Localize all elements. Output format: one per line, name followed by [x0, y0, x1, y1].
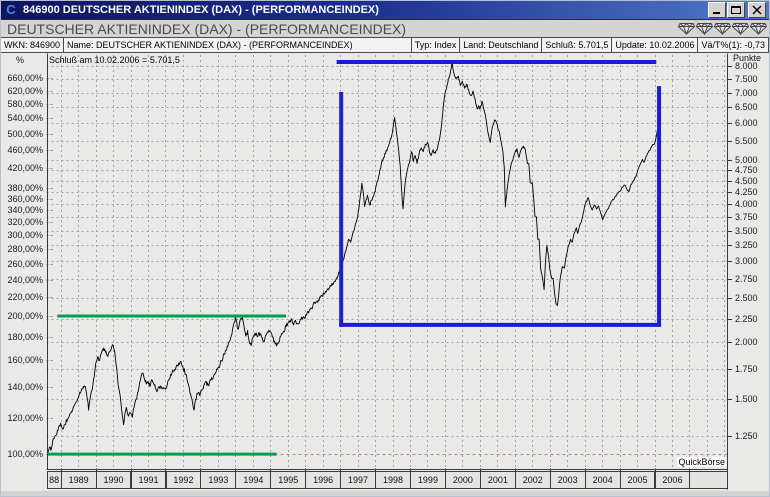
- x-axis-year-cell: 2006: [654, 471, 691, 489]
- maximize-icon: [731, 6, 741, 14]
- y-axis-label-right: 4.000: [735, 199, 758, 209]
- diamond-icon[interactable]: [678, 22, 695, 35]
- y-axis-label-left: 460,00%: [7, 145, 43, 155]
- right-axis-unit: Punkte: [733, 53, 762, 63]
- y-axis-label-left: 420,00%: [7, 163, 43, 173]
- y-axis-label-left: 160,00%: [7, 355, 43, 365]
- maximize-button[interactable]: [727, 2, 745, 18]
- info-field: Name: DEUTSCHER AKTIENINDEX (DAX) - (PER…: [63, 37, 412, 53]
- y-axis-label-right: 1.250: [735, 431, 758, 441]
- diamond-icon[interactable]: [732, 22, 749, 35]
- close-icon: [752, 5, 762, 15]
- y-axis-label-right: 4.500: [735, 176, 758, 186]
- y-axis-label-right: 5.000: [735, 155, 758, 165]
- x-axis-year-cell: 2004: [584, 471, 621, 489]
- diamond-icon[interactable]: [696, 22, 713, 35]
- y-axis-label-left: 660,00%: [7, 73, 43, 83]
- window-title: 846900 DEUTSCHER AKTIENINDEX (DAX) - (PE…: [23, 4, 379, 16]
- y-axis-label-left: 320,00%: [7, 217, 43, 227]
- y-axis-label-right: 2.750: [735, 274, 758, 284]
- y-axis-label-right: 8.000: [735, 61, 758, 71]
- y-axis-label-left: 120,00%: [7, 413, 43, 423]
- window-controls: [707, 2, 766, 18]
- x-axis-year-cell: 1991: [130, 471, 167, 489]
- x-axis-year-cell: 1993: [200, 471, 237, 489]
- y-axis-label-left: 360,00%: [7, 194, 43, 204]
- y-axis-label-left: 380,00%: [7, 183, 43, 193]
- y-axis-label-left: 540,00%: [7, 113, 43, 123]
- diamond-icon[interactable]: [750, 22, 767, 35]
- y-axis-label-right: 3.500: [735, 226, 758, 236]
- chart-panel: [1, 53, 769, 491]
- y-axis-label-left: 180,00%: [7, 332, 43, 342]
- y-axis-label-left: 500,00%: [7, 129, 43, 139]
- x-axis-year-cell: 1998: [375, 471, 411, 489]
- y-axis-label-right: 4.250: [735, 187, 758, 197]
- y-axis-label-right: 7.000: [735, 88, 758, 98]
- minimize-button[interactable]: [708, 2, 726, 18]
- x-axis-year-cell: 1990: [95, 471, 132, 489]
- info-field: Vä/T%(1): -0,73: [697, 37, 769, 53]
- x-axis-year-cell: 2000: [444, 471, 481, 489]
- y-axis-label-left: 580,00%: [7, 99, 43, 109]
- x-axis-year-cell: 1999: [410, 471, 446, 489]
- instrument-title: DEUTSCHER AKTIENINDEX (DAX) - (PERFORMAN…: [7, 20, 407, 37]
- x-axis-year-cell: 2001: [479, 471, 516, 489]
- y-axis-label-right: 5.500: [735, 136, 758, 146]
- y-axis-label-left: 220,00%: [7, 292, 43, 302]
- x-axis-year-cell: 1989: [60, 471, 97, 489]
- y-axis-label-left: 620,00%: [7, 86, 43, 96]
- instrument-header: DEUTSCHER AKTIENINDEX (DAX) - (PERFORMAN…: [1, 19, 769, 37]
- app-icon: C: [6, 2, 16, 17]
- x-axis-year-cell: 2005: [619, 471, 656, 489]
- info-bar: WKN: 846900 Name: DEUTSCHER AKTIENINDEX (…: [0, 37, 769, 53]
- y-axis-label-right: 2.250: [735, 314, 758, 324]
- window-titlebar[interactable]: C 846900 DEUTSCHER AKTIENINDEX (DAX) - (…: [1, 1, 769, 19]
- y-axis-label-left: 240,00%: [7, 275, 43, 285]
- x-axis-year-cell: 1995: [270, 471, 307, 489]
- close-note: Schluß am 10.02.2006 = 5.701,5: [49, 55, 180, 65]
- y-axis-label-left: 100,00%: [7, 449, 43, 459]
- watermark: QuickBörse: [677, 457, 726, 467]
- x-axis-year-cell: 2003: [549, 471, 586, 489]
- y-axis-label-right: 6.500: [735, 102, 758, 112]
- y-axis-label-right: 1.750: [735, 364, 758, 374]
- y-axis-label-right: 7.500: [735, 74, 758, 84]
- left-axis-unit: %: [16, 55, 25, 65]
- x-axis-year-cell: 1997: [340, 471, 376, 489]
- y-axis-label-right: 4.750: [735, 165, 758, 175]
- y-axis-label-right: 2.500: [735, 293, 758, 303]
- x-axis-year-cell: 1994: [235, 471, 272, 489]
- diamond-icon[interactable]: [714, 22, 731, 35]
- x-axis-year-cell: [689, 471, 729, 489]
- y-axis-label-left: 140,00%: [7, 382, 43, 392]
- minimize-icon: [713, 12, 720, 14]
- y-axis-label-right: 2.000: [735, 337, 758, 347]
- y-axis-label-left: 280,00%: [7, 244, 43, 254]
- x-axis-year-cell: 2002: [514, 471, 551, 489]
- y-axis-label-right: 3.750: [735, 212, 758, 222]
- y-axis-label-left: 260,00%: [7, 259, 43, 269]
- price-line: [46, 62, 659, 455]
- rating-diamonds: [677, 22, 767, 35]
- y-axis-label-right: 3.250: [735, 240, 758, 250]
- y-axis-label-right: 6.000: [735, 118, 758, 128]
- x-axis-year-cell: 88: [46, 471, 62, 489]
- x-axis-year-cell: 1996: [305, 471, 342, 489]
- y-axis-label-right: 1.500: [735, 394, 758, 404]
- y-axis-label-left: 340,00%: [7, 205, 43, 215]
- y-axis-label-left: 200,00%: [7, 311, 43, 321]
- y-axis-label-right: 3.000: [735, 256, 758, 266]
- y-axis-label-left: 300,00%: [7, 230, 43, 240]
- close-button[interactable]: [748, 2, 766, 18]
- x-axis-year-cell: 1992: [165, 471, 202, 489]
